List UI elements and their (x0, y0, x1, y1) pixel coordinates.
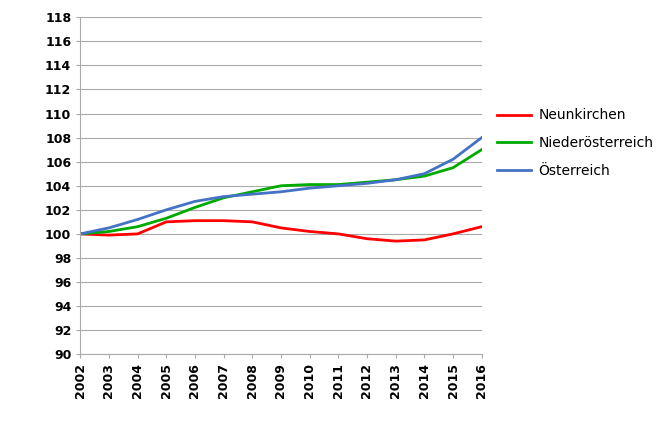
Neunkirchen (334, 231, 343, 236)
Neunkirchen (363, 236, 371, 241)
Österreich (363, 181, 371, 186)
Niederösterreich (134, 224, 142, 229)
Neunkirchen (478, 224, 486, 229)
Niederösterreich (76, 231, 84, 236)
Österreich (248, 192, 256, 197)
Niederösterreich (334, 182, 343, 187)
Österreich (134, 217, 142, 222)
Österreich (478, 135, 486, 140)
Niederösterreich (363, 180, 371, 185)
Österreich (191, 199, 199, 204)
Neunkirchen (449, 231, 457, 236)
Neunkirchen (105, 232, 113, 238)
Neunkirchen (391, 238, 399, 244)
Line: Neunkirchen: Neunkirchen (80, 221, 482, 241)
Neunkirchen (277, 226, 285, 231)
Niederösterreich (105, 229, 113, 234)
Österreich (105, 226, 113, 231)
Niederösterreich (248, 189, 256, 194)
Niederösterreich (449, 165, 457, 170)
Neunkirchen (306, 229, 314, 234)
Niederösterreich (478, 147, 486, 152)
Niederösterreich (191, 205, 199, 210)
Neunkirchen (134, 231, 142, 236)
Neunkirchen (163, 219, 171, 225)
Neunkirchen (219, 218, 227, 223)
Österreich (277, 189, 285, 194)
Österreich (306, 186, 314, 191)
Neunkirchen (191, 218, 199, 223)
Neunkirchen (248, 219, 256, 225)
Österreich (420, 171, 428, 176)
Österreich (163, 207, 171, 213)
Österreich (449, 157, 457, 162)
Neunkirchen (420, 237, 428, 242)
Österreich (219, 194, 227, 199)
Niederösterreich (163, 216, 171, 221)
Legend: Neunkirchen, Niederösterreich, Österreich: Neunkirchen, Niederösterreich, Österreic… (496, 108, 654, 178)
Niederösterreich (391, 177, 399, 182)
Österreich (76, 231, 84, 236)
Niederösterreich (277, 183, 285, 188)
Österreich (334, 183, 343, 188)
Line: Niederösterreich: Niederösterreich (80, 149, 482, 234)
Niederösterreich (219, 195, 227, 200)
Neunkirchen (76, 231, 84, 236)
Line: Österreich: Österreich (80, 138, 482, 234)
Niederösterreich (306, 182, 314, 187)
Niederösterreich (420, 174, 428, 179)
Österreich (391, 177, 399, 182)
